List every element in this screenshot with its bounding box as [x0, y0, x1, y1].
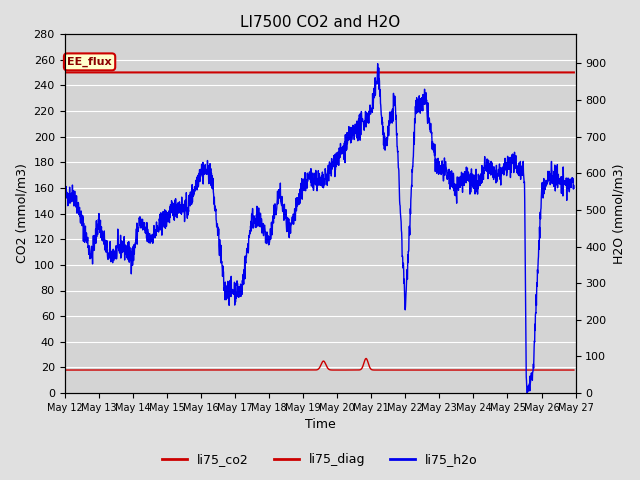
Y-axis label: CO2 (mmol/m3): CO2 (mmol/m3): [15, 164, 28, 264]
X-axis label: Time: Time: [305, 419, 335, 432]
Y-axis label: H2O (mmol/m3): H2O (mmol/m3): [612, 163, 625, 264]
Text: EE_flux: EE_flux: [67, 57, 112, 67]
Title: LI7500 CO2 and H2O: LI7500 CO2 and H2O: [240, 15, 400, 30]
Legend: li75_co2, li75_diag, li75_h2o: li75_co2, li75_diag, li75_h2o: [157, 448, 483, 471]
